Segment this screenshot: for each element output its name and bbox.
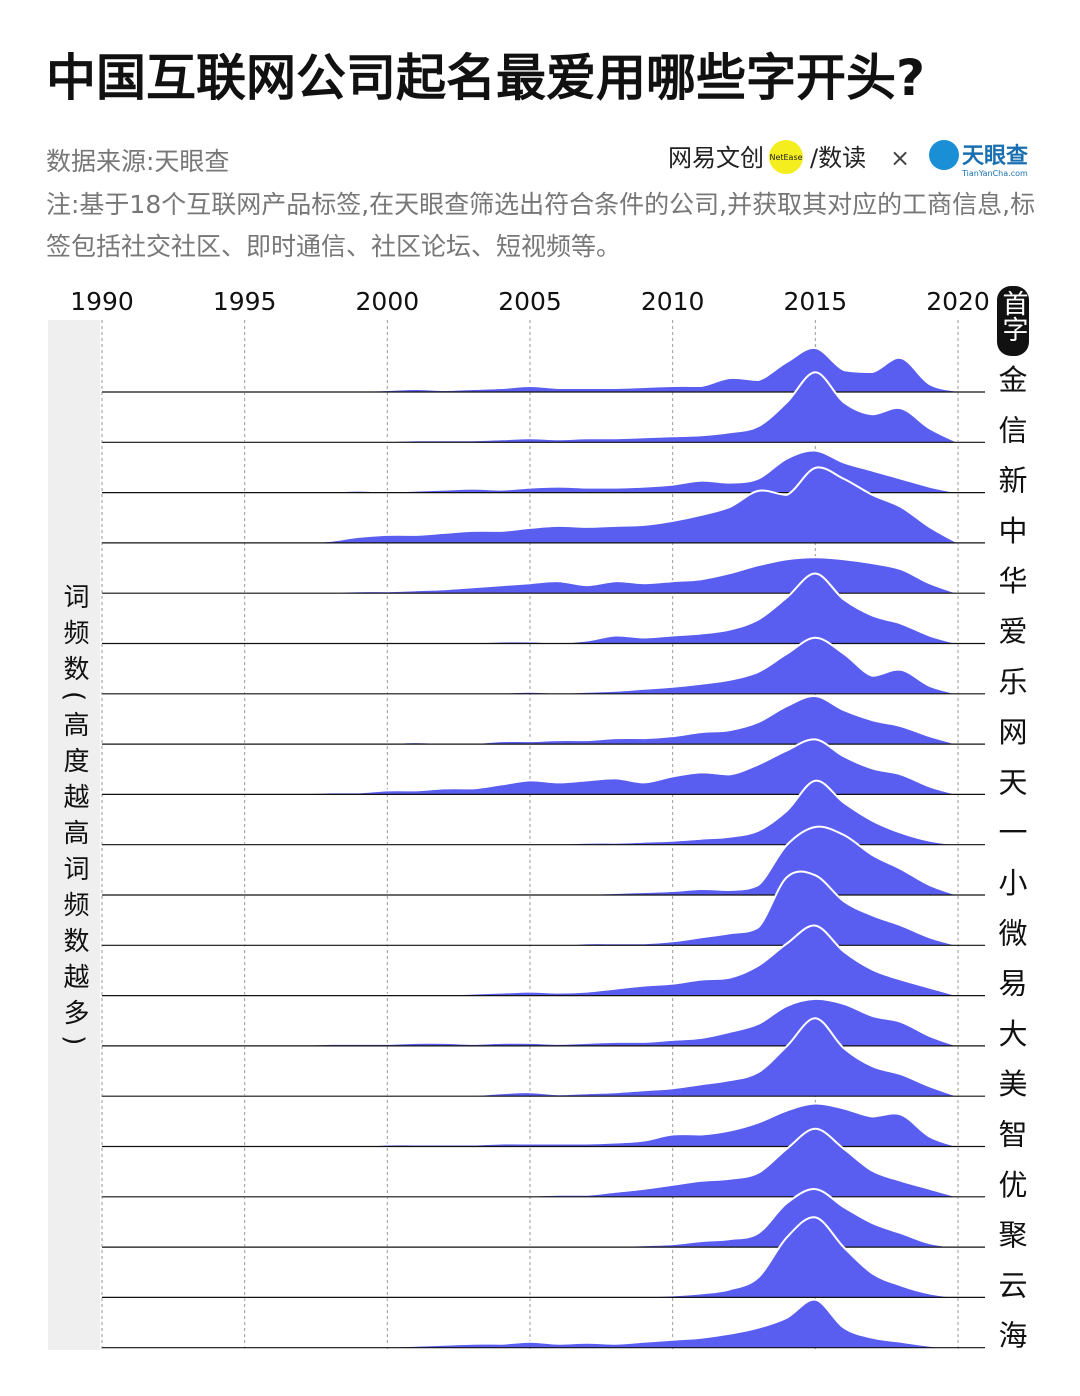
ridge-area xyxy=(102,780,958,845)
category-header: 首字 xyxy=(998,290,1028,342)
category-label: 一 xyxy=(998,816,1027,850)
ridge-area xyxy=(102,347,958,392)
category-label: 信 xyxy=(998,413,1027,447)
ridge-area xyxy=(102,998,958,1046)
category-label: 中 xyxy=(998,514,1027,548)
ridge-area xyxy=(102,925,958,996)
category-label: 大 xyxy=(998,1017,1027,1051)
ridge-outline xyxy=(102,466,959,544)
ridge-area xyxy=(102,1103,958,1147)
logo-text: 天眼查 xyxy=(962,144,1028,169)
category-label: 智 xyxy=(998,1118,1027,1152)
x-tick-label: 2005 xyxy=(498,287,562,316)
category-label: 聚 xyxy=(998,1218,1027,1252)
ridge-area xyxy=(102,372,958,443)
logo-dot xyxy=(769,140,803,174)
logo-text: NetEase xyxy=(769,153,802,162)
ridge-area xyxy=(102,1217,958,1298)
category-label: 网 xyxy=(998,715,1027,749)
category-label: 爱 xyxy=(998,615,1027,649)
category-label: 海 xyxy=(998,1319,1027,1353)
x-tick-label: 1995 xyxy=(213,287,277,316)
category-label: 美 xyxy=(998,1067,1027,1101)
category-label: 小 xyxy=(998,866,1027,900)
source: 数据来源:天眼查 xyxy=(46,147,229,176)
header-pill xyxy=(997,286,1029,356)
ridge-area xyxy=(102,696,958,745)
category-label: 乐 xyxy=(998,665,1027,699)
ridge-area xyxy=(102,1128,958,1197)
logo-text: 网易文创 xyxy=(668,144,764,172)
logo-text: /数读 xyxy=(810,144,866,172)
x-tick-label: 2000 xyxy=(356,287,420,316)
category-label: 金 xyxy=(998,363,1027,397)
x-tick-label: 2015 xyxy=(784,287,848,316)
ridge-area xyxy=(102,467,958,543)
chart-title: 中国互联网公司起名最爱用哪些字开头? xyxy=(46,49,925,107)
ridge-area xyxy=(102,871,958,946)
category-label: 微 xyxy=(998,916,1027,950)
ridge-area xyxy=(102,739,958,795)
logo-text: TianYanCha.com xyxy=(961,169,1028,178)
x-tick-label: 1990 xyxy=(70,287,134,316)
category-label: 优 xyxy=(998,1168,1027,1202)
x-tick-label: 2010 xyxy=(641,287,705,316)
ridge-area xyxy=(102,1018,958,1097)
ridge-area xyxy=(102,637,958,694)
note: 注:基于18个互联网产品标签,在天眼查筛选出符合条件的公司,并获取其对应的工商信… xyxy=(46,190,1036,261)
ridge-area xyxy=(102,1189,958,1248)
ridge-area xyxy=(102,557,958,594)
category-label: 易 xyxy=(998,967,1027,1001)
y-axis-band xyxy=(48,320,100,1350)
logo-icon xyxy=(929,140,959,170)
category-label: 新 xyxy=(998,464,1027,498)
ridge-area xyxy=(102,826,958,895)
y-axis-label: 词频数(高度越高词频数越多) xyxy=(59,583,89,1055)
category-label: 天 xyxy=(998,765,1027,799)
ridge-area xyxy=(102,1299,958,1348)
logo-text: × xyxy=(890,144,910,172)
x-tick-label: 2020 xyxy=(926,287,990,316)
category-label: 云 xyxy=(998,1268,1027,1302)
category-label: 华 xyxy=(998,564,1027,598)
